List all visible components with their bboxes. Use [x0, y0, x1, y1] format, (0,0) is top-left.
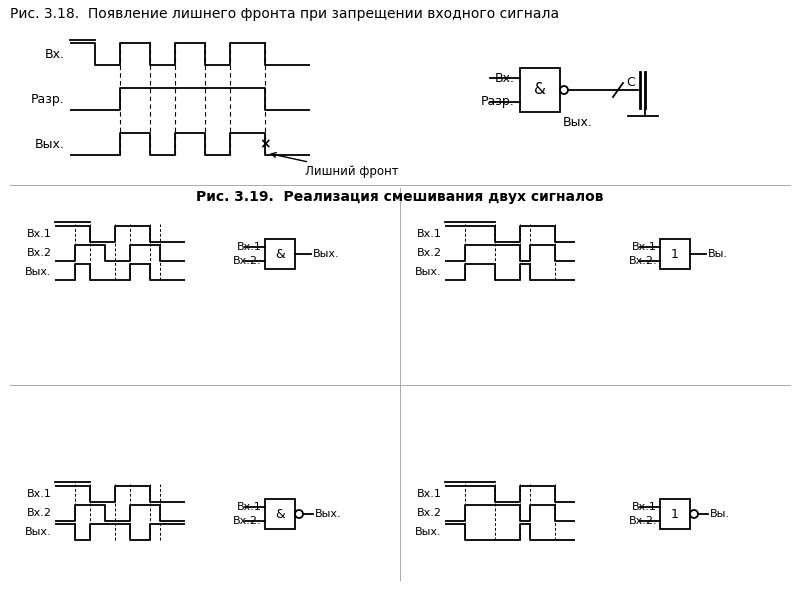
Text: Вх.2.: Вх.2. [628, 516, 657, 526]
Text: Вх.1: Вх.1 [27, 229, 52, 239]
Text: Вх.2: Вх.2 [27, 508, 52, 518]
Text: Вых.: Вых. [415, 527, 442, 537]
Text: Вых.: Вых. [313, 249, 340, 259]
Text: Лишний фронт: Лишний фронт [271, 152, 398, 178]
Text: Вы.: Вы. [710, 509, 730, 519]
Bar [660, 499, 690, 529]
Text: Вых.: Вых. [35, 137, 65, 151]
Circle shape [560, 86, 568, 94]
Text: Вых.: Вых. [26, 527, 52, 537]
Text: Вы.: Вы. [708, 249, 728, 259]
Text: Вх.1: Вх.1 [27, 489, 52, 499]
Text: Вх.1: Вх.1 [417, 229, 442, 239]
Circle shape [295, 510, 303, 518]
Text: Вх.: Вх. [495, 71, 515, 85]
Text: 1: 1 [671, 247, 679, 260]
Bar [265, 239, 295, 269]
Bar [265, 499, 295, 529]
Text: Вх.: Вх. [45, 47, 65, 61]
Text: Вых.: Вых. [415, 267, 442, 277]
Text: Вх.1: Вх.1 [632, 242, 657, 252]
Text: 1: 1 [671, 508, 679, 520]
Text: Вх.1: Вх.1 [417, 489, 442, 499]
Text: C: C [626, 76, 634, 88]
Text: Вых.: Вых. [315, 509, 342, 519]
Text: Рис. 3.18.  Появление лишнего фронта при запрещении входного сигнала: Рис. 3.18. Появление лишнего фронта при … [10, 7, 559, 21]
Text: Вых.: Вых. [563, 116, 593, 129]
Text: Вх.2: Вх.2 [417, 248, 442, 258]
Text: Вх.2: Вх.2 [417, 508, 442, 518]
Text: &: & [275, 247, 285, 260]
Text: &: & [534, 82, 546, 97]
Text: &: & [275, 508, 285, 520]
Text: Вх.1: Вх.1 [632, 502, 657, 512]
Text: Разр.: Разр. [31, 92, 65, 106]
Bar [660, 239, 690, 269]
Text: Вх.2: Вх.2 [27, 248, 52, 258]
Bar [520, 68, 560, 112]
Text: Разр.: Разр. [482, 95, 515, 109]
Text: Вх.1: Вх.1 [237, 502, 262, 512]
Text: ×: × [259, 137, 271, 151]
Circle shape [690, 510, 698, 518]
Text: Вх.2.: Вх.2. [234, 516, 262, 526]
Text: Вых.: Вых. [26, 267, 52, 277]
Text: Вх.1: Вх.1 [237, 242, 262, 252]
Text: Рис. 3.19.  Реализация смешивания двух сигналов: Рис. 3.19. Реализация смешивания двух си… [196, 190, 604, 204]
Text: Вх.2.: Вх.2. [234, 256, 262, 266]
Text: Вх.2.: Вх.2. [628, 256, 657, 266]
